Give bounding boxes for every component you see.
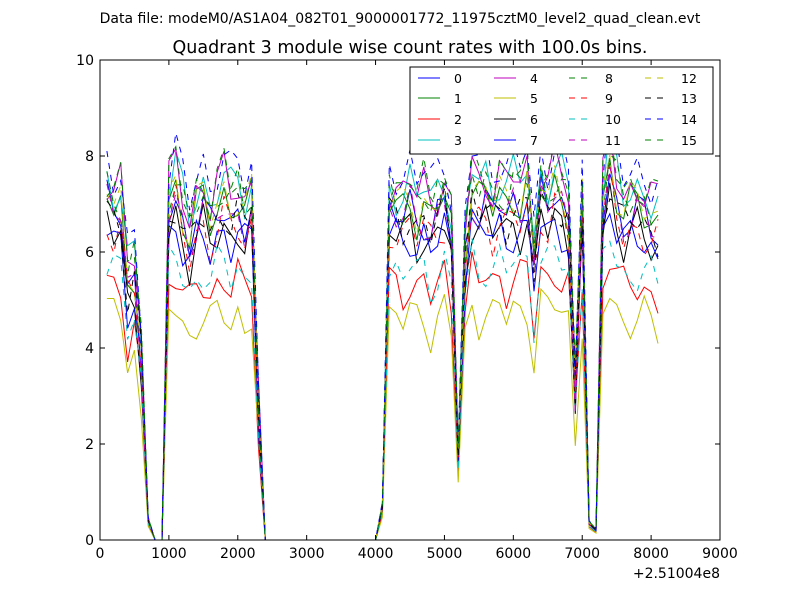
y-tick-label: 8 <box>85 149 94 165</box>
series-line-8 <box>106 153 659 540</box>
series-line-5 <box>106 287 659 540</box>
series-line-10 <box>106 238 659 540</box>
legend-label-6: 6 <box>530 112 538 127</box>
series-layer <box>106 101 659 540</box>
ticks-layer: 0 1000 2000 3000 4000 5000 6000 7000 8000 9000 0 2 4… <box>76 53 738 562</box>
x-tick-label: 2000 <box>220 546 256 562</box>
legend-label-5: 5 <box>530 91 538 106</box>
axes-frame <box>99 59 721 541</box>
x-tick-label: 5000 <box>427 546 463 562</box>
x-tick-label: 0 <box>96 546 105 562</box>
y-tick-label: 4 <box>85 341 94 357</box>
legend-label-13: 13 <box>681 91 697 106</box>
legend-label-12: 12 <box>681 71 697 86</box>
series-line-14 <box>106 101 659 540</box>
x-offset-label: +2.51004e8 <box>633 566 720 582</box>
y-tick-label: 0 <box>85 533 94 549</box>
legend-label-1: 1 <box>454 91 462 106</box>
x-tick-label: 6000 <box>496 546 532 562</box>
x-tick-label: 7000 <box>564 546 600 562</box>
x-tick-label: 1000 <box>151 546 187 562</box>
legend-label-10: 10 <box>605 112 621 127</box>
series-line-15 <box>106 125 659 540</box>
legend-label-11: 11 <box>605 133 621 148</box>
chart-title: Quadrant 3 module wise count rates with … <box>173 38 648 58</box>
series-line-11 <box>106 166 659 540</box>
legend-label-14: 14 <box>681 112 697 127</box>
series-line-13 <box>106 188 659 540</box>
x-tick-label: 9000 <box>702 546 738 562</box>
y-tick-label: 10 <box>76 53 94 69</box>
y-tick-label: 6 <box>85 245 94 261</box>
legend-label-0: 0 <box>454 71 462 86</box>
legend-label-7: 7 <box>530 133 538 148</box>
x-tick-label: 4000 <box>358 546 394 562</box>
legend-label-3: 3 <box>454 133 462 148</box>
x-tick-label: 8000 <box>633 546 669 562</box>
legend-label-2: 2 <box>454 112 462 127</box>
legend-label-15: 15 <box>681 133 697 148</box>
legend-label-9: 9 <box>605 91 613 106</box>
suptitle: Data file: modeM0/AS1A04_082T01_90000017… <box>100 11 701 27</box>
y-tick-label: 2 <box>85 437 94 453</box>
legend-label-8: 8 <box>605 71 613 86</box>
x-tick-label: 3000 <box>289 546 325 562</box>
legend-label-4: 4 <box>530 71 538 86</box>
